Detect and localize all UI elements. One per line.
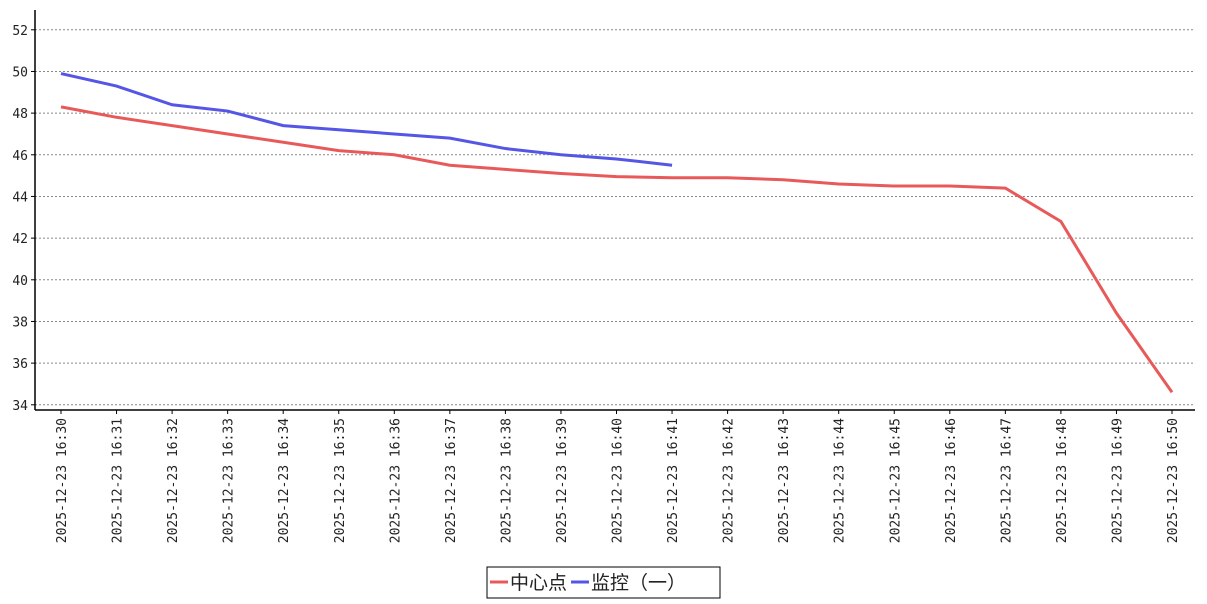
x-tick-label: 2025-12-23 16:31 — [111, 418, 126, 543]
x-tick-label: 2025-12-23 16:47 — [999, 418, 1014, 543]
y-tick-label: 34 — [12, 399, 28, 414]
series-line — [60, 72, 673, 167]
x-tick-label: 2025-12-23 16:30 — [55, 418, 70, 543]
x-tick-label: 2025-12-23 16:33 — [222, 418, 237, 543]
x-tick-label: 2025-12-23 16:48 — [1055, 418, 1070, 543]
y-tick-label: 52 — [12, 24, 28, 39]
y-tick-label: 44 — [12, 190, 28, 205]
y-tick-label: 46 — [12, 149, 28, 164]
x-tick-label: 2025-12-23 16:45 — [888, 418, 903, 543]
legend: 中心点 监控（一） — [486, 566, 721, 599]
y-tick-label: 50 — [12, 65, 28, 80]
legend-label: 监控（一） — [591, 572, 686, 594]
x-tick-label: 2025-12-23 16:46 — [944, 418, 959, 543]
legend-label: 中心点 — [510, 572, 567, 594]
y-tick-label: 40 — [12, 274, 28, 289]
x-tick-label: 2025-12-23 16:42 — [722, 418, 737, 543]
legend-box — [486, 566, 721, 599]
x-tick-label: 2025-12-23 16:36 — [388, 418, 403, 543]
y-tick-label: 42 — [12, 232, 28, 247]
x-tick-label: 2025-12-23 16:40 — [611, 418, 626, 543]
x-tick-label: 2025-12-23 16:41 — [666, 418, 681, 543]
x-tick-label: 2025-12-23 16:44 — [833, 418, 848, 543]
x-tick-label: 2025-12-23 16:50 — [1166, 418, 1181, 543]
x-tick-label: 2025-12-23 16:37 — [444, 418, 459, 543]
x-tick-label: 2025-12-23 16:32 — [166, 418, 181, 543]
x-tick-label: 2025-12-23 16:34 — [277, 418, 292, 543]
y-tick-label: 48 — [12, 107, 28, 122]
x-tick-label: 2025-12-23 16:35 — [333, 418, 348, 543]
series-line — [60, 105, 1174, 394]
y-tick-label: 36 — [12, 357, 28, 372]
y-tick-label: 38 — [12, 315, 28, 330]
x-tick-label: 2025-12-23 16:39 — [555, 418, 570, 543]
x-tick-label: 2025-12-23 16:38 — [499, 418, 514, 543]
x-tick-label: 2025-12-23 16:49 — [1110, 418, 1125, 543]
x-tick-label: 2025-12-23 16:43 — [777, 418, 792, 543]
